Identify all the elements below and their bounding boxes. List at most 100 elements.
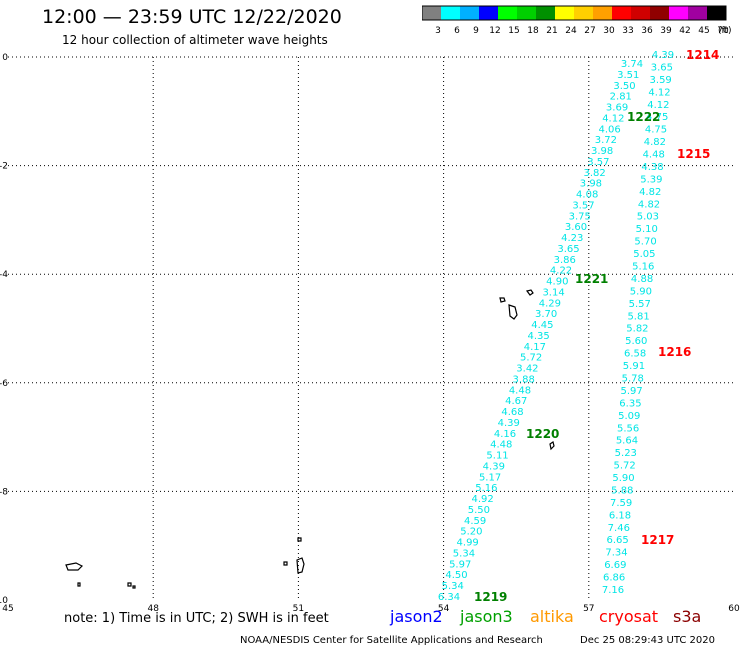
- wave-height-value: 4.39: [498, 418, 520, 429]
- scale-label: 3: [435, 26, 441, 36]
- wave-height-value: 4.90: [546, 277, 568, 288]
- wave-height-value: 4.29: [539, 298, 561, 309]
- wave-height-value: 2.81: [610, 92, 632, 103]
- island-outline: [283, 561, 288, 566]
- wave-height-value: 5.97: [620, 386, 642, 397]
- y-tick-label: -6: [0, 379, 8, 389]
- scale-label: 30: [603, 26, 615, 36]
- wave-height-value: 3.57: [587, 157, 609, 168]
- y-tick-label: -4: [0, 270, 8, 280]
- footnote: note: 1) Time is in UTC; 2) SWH is in fe…: [64, 611, 329, 626]
- scale-label: 24: [565, 26, 577, 36]
- wave-height-value: 4.17: [524, 342, 546, 353]
- wave-height-value: 6.86: [603, 573, 625, 584]
- wave-height-value: 6.69: [604, 560, 626, 571]
- y-tick-label: -2: [0, 162, 8, 172]
- wave-height-value: 4.12: [602, 113, 624, 124]
- wave-height-value: 5.34: [442, 581, 464, 592]
- x-tick-label: 60: [728, 604, 740, 614]
- generated-timestamp: Dec 25 08:29:43 UTC 2020: [580, 635, 715, 646]
- wave-height-value: 5.78: [622, 373, 644, 384]
- mission-altika: altika: [530, 607, 574, 626]
- wave-height-value: 4.38: [641, 162, 663, 173]
- pass-time-label: 1216: [658, 345, 691, 359]
- wave-height-value: 5.50: [468, 505, 490, 516]
- wave-height-value: 5.16: [632, 262, 654, 273]
- credit-line: NOAA/NESDIS Center for Satellite Applica…: [240, 635, 543, 646]
- wave-height-value: 4.39: [483, 461, 505, 472]
- island-outline: [132, 585, 136, 589]
- wave-height-value: 5.23: [615, 448, 637, 459]
- wave-height-value: 4.82: [644, 137, 666, 148]
- wave-height-value: 4.48: [643, 150, 665, 161]
- scale-label: 39: [660, 26, 672, 36]
- island-outline: [525, 289, 534, 296]
- wave-height-value: 4.82: [639, 187, 661, 198]
- y-tick-label: 0: [2, 53, 8, 63]
- wave-height-value: 5.91: [623, 361, 645, 372]
- page-title: 12:00 — 23:59 UTC 12/22/2020: [42, 6, 342, 28]
- wave-height-value: 4.99: [457, 538, 479, 549]
- mission-cryosat: cryosat: [599, 607, 659, 626]
- wave-height-value: 4.23: [561, 233, 583, 244]
- wave-height-value: 5.34: [453, 548, 475, 559]
- wave-height-value: 3.75: [569, 211, 591, 222]
- wave-height-value: 4.82: [638, 199, 660, 210]
- wave-height-value: 5.05: [633, 249, 655, 260]
- scale-label: 33: [622, 26, 633, 36]
- wave-height-value: 4.67: [505, 396, 527, 407]
- island-outline: [297, 537, 302, 542]
- y-tick-label: -10: [0, 596, 8, 606]
- scale-swatch: [517, 6, 536, 20]
- scale-swatch: [555, 6, 574, 20]
- wave-height-value: 5.90: [612, 473, 634, 484]
- wave-height-value: 3.72: [595, 135, 617, 146]
- scale-label: 27: [584, 26, 595, 36]
- x-tick-label: 45: [2, 604, 13, 614]
- scale-swatch: [536, 6, 555, 20]
- pass-time-label: 1219: [474, 590, 507, 604]
- wave-height-value: 7.34: [605, 548, 627, 559]
- wave-height-value: 7.59: [610, 498, 632, 509]
- wave-height-value: 4.06: [598, 124, 620, 135]
- wave-height-value: 3.50: [613, 81, 635, 92]
- x-tick-label: 54: [438, 604, 450, 614]
- wave-height-value: 6.35: [619, 398, 641, 409]
- pass-time-label: 1222: [627, 110, 660, 124]
- scale-swatch: [688, 6, 707, 20]
- wave-height-value: 4.45: [531, 320, 553, 331]
- scale-unit: (ft): [718, 26, 732, 36]
- wave-height-value: 4.75: [646, 112, 668, 123]
- island-outline: [296, 557, 305, 574]
- scale-label: 70: [717, 26, 729, 36]
- wave-height-value: 5.60: [625, 336, 647, 347]
- island-outline: [77, 582, 81, 587]
- wave-height-value: 5.64: [616, 436, 638, 447]
- wave-height-value: 4.12: [648, 87, 670, 98]
- wave-height-value: 5.10: [636, 224, 658, 235]
- wave-height-value: 4.16: [494, 429, 516, 440]
- wave-height-value: 4.88: [631, 274, 653, 285]
- wave-height-value: 4.92: [471, 494, 493, 505]
- wave-height-value: 4.50: [445, 570, 467, 581]
- wave-height-value: 3.57: [572, 200, 594, 211]
- scale-swatch: [441, 6, 460, 20]
- scale-swatch: [669, 6, 688, 20]
- wave-height-value: 4.48: [509, 385, 531, 396]
- wave-height-value: 3.74: [621, 59, 643, 70]
- scale-label: 15: [508, 26, 519, 36]
- scale-label: 42: [679, 26, 690, 36]
- wave-height-value: 5.17: [479, 472, 501, 483]
- scale-swatch: [574, 6, 593, 20]
- scale-swatch: [707, 6, 726, 20]
- wave-height-value: 3.86: [554, 255, 576, 266]
- wave-height-value: 3.65: [651, 62, 673, 73]
- wave-height-value: 5.20: [460, 527, 482, 538]
- wave-height-value: 5.56: [617, 423, 639, 434]
- wave-height-value: 5.72: [520, 353, 542, 364]
- pass-time-label: 1217: [641, 533, 674, 547]
- wave-height-value: 4.39: [652, 50, 674, 61]
- mission-jason2: jason2: [390, 607, 443, 626]
- mission-s3a: s3a: [673, 607, 702, 626]
- island-outline: [65, 562, 84, 571]
